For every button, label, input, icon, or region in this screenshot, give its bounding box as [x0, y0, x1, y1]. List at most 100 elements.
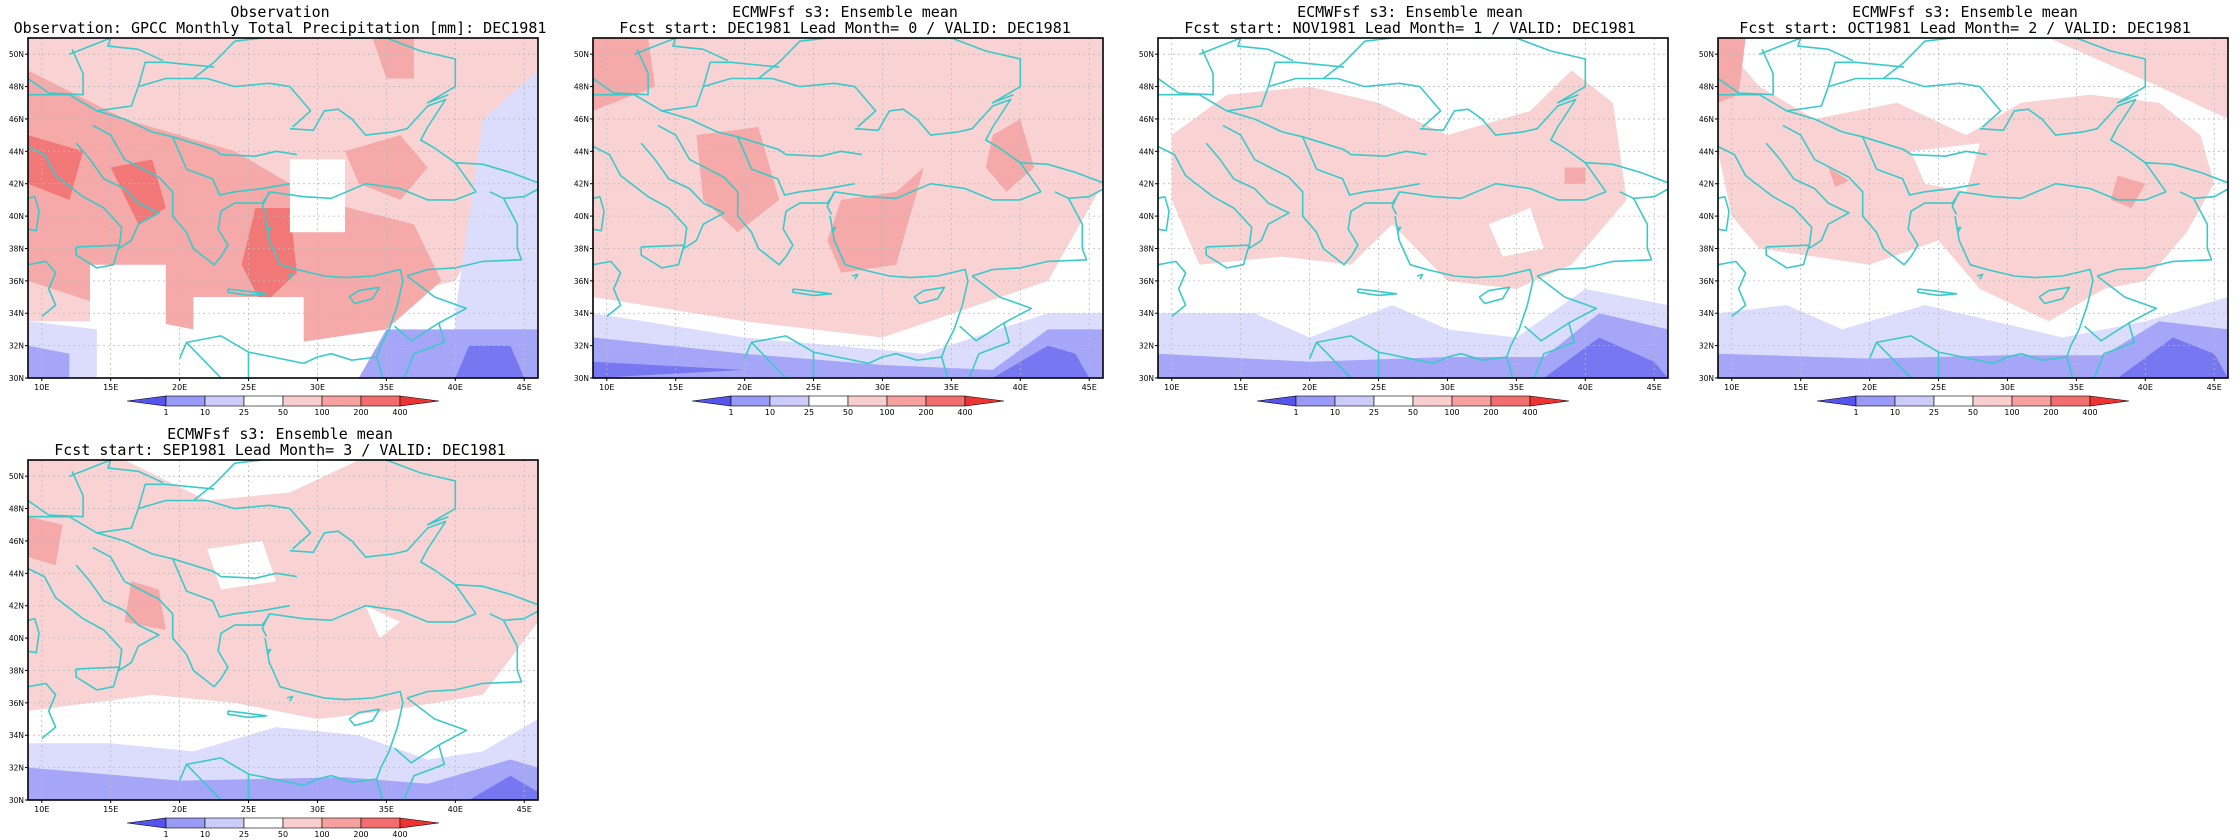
coastline [940, 356, 986, 378]
colorbar-label: 50 [278, 830, 288, 839]
y-tick-label: 36N [1139, 277, 1154, 286]
coastline [375, 778, 421, 800]
colorbar-segment [204, 817, 245, 829]
y-tick-label: 48N [9, 505, 24, 514]
y-tick-label: 32N [1699, 342, 1714, 351]
panel-lead-month-2: ECMWFsf s3: Ensemble mean Fcst start: OC… [1690, 0, 2240, 420]
coastline [1416, 273, 1424, 280]
panel-observation: Observation Observation: GPCC Monthly To… [0, 0, 560, 420]
x-tick-label: 25E [1371, 383, 1386, 392]
x-tick-label: 40E [2138, 383, 2153, 392]
colorbar-label: 400 [392, 408, 407, 417]
colorbar-label: 25 [239, 830, 249, 839]
coastline [406, 197, 523, 277]
coastline [227, 288, 268, 297]
map-frame [1717, 37, 2229, 379]
y-tick-label: 40N [1699, 212, 1714, 221]
coastline [403, 744, 446, 800]
coastline [2235, 135, 2240, 232]
colorbar-label: 50 [1408, 408, 1418, 417]
coastline [743, 280, 969, 365]
colorbar-label: 25 [1929, 408, 1939, 417]
coastline [1782, 124, 1960, 266]
y-tick-label: 42N [1139, 180, 1154, 189]
colorbar: 1 10 25 50 100 200 400 [1256, 395, 1570, 417]
coastline [406, 619, 523, 699]
coastline [178, 702, 404, 787]
y-tick-label: 34N [9, 731, 24, 740]
panel-title-line1: Observation [230, 3, 330, 21]
x-tick-label: 45E [517, 383, 532, 392]
coastline [1158, 142, 1290, 250]
colorbar-segment [399, 395, 440, 407]
y-tick-label: 44N [1139, 147, 1154, 156]
y-tick-label: 48N [9, 83, 24, 92]
coastline [2033, 38, 2147, 104]
precip-region-blue1 [1158, 289, 1668, 378]
coastline [545, 135, 560, 232]
coastline [1226, 110, 1427, 157]
colorbar-segment [1972, 395, 2013, 407]
coastline [28, 470, 84, 518]
precip-region-blue1 [455, 70, 538, 378]
coastline [1396, 226, 1402, 233]
x-tick-label: 20E [737, 383, 752, 392]
precip-region-white [289, 159, 345, 233]
x-tick-label: 10E [1164, 383, 1179, 392]
y-tick-label: 36N [9, 699, 24, 708]
coastline [92, 546, 270, 688]
coastline [269, 604, 477, 623]
coastline [171, 136, 291, 196]
coastline [1718, 48, 1774, 96]
coastline [593, 260, 622, 318]
y-tick-label: 30N [1139, 374, 1154, 383]
coastline [264, 215, 404, 282]
colorbar-label: 25 [1369, 408, 1379, 417]
coastline [289, 98, 477, 193]
colorbar-label: 10 [765, 408, 775, 417]
x-tick-label: 40E [448, 805, 463, 814]
y-tick-label: 44N [574, 147, 589, 156]
colorbar-segment [165, 395, 206, 407]
coastline [1882, 38, 1953, 80]
y-tick-label: 50N [1139, 50, 1154, 59]
coastline [593, 77, 877, 128]
colorbar-segment [1816, 395, 1857, 407]
colorbar-segment [126, 395, 167, 407]
coastline [286, 695, 294, 702]
coastline [403, 322, 446, 378]
precipitation-map: 10E 15E 20E 25E 30E 35E 40E 45E 30N 32N 34N 36N 38N 4… [9, 37, 560, 417]
coastline [1533, 322, 1576, 378]
colorbar-segment [1373, 395, 1414, 407]
precip-region-red1 [28, 460, 538, 719]
x-tick-label: 30E [875, 383, 890, 392]
precip-region-blue2 [593, 329, 1103, 378]
coastline [96, 110, 297, 157]
y-tick-label: 42N [574, 180, 589, 189]
panel-title-line2: Observation: GPCC Monthly Total Precipit… [13, 19, 547, 37]
coastline [185, 763, 222, 800]
colorbar-label: 100 [1444, 408, 1459, 417]
coastline [1954, 215, 2094, 282]
precip-region-red2 [28, 516, 63, 566]
x-tick-label: 45E [517, 805, 532, 814]
coastline [455, 583, 538, 622]
precip-region-red2 [696, 127, 780, 233]
coastline [2093, 322, 2136, 378]
coastline [1976, 273, 1984, 280]
coastline [1399, 182, 1607, 201]
colorbar-label: 400 [2082, 408, 2097, 417]
y-tick-label: 30N [1699, 374, 1714, 383]
y-tick-label: 48N [574, 83, 589, 92]
coastline [1536, 197, 1653, 277]
coastline [640, 244, 685, 269]
coastline [2084, 275, 2158, 342]
coastline [1301, 136, 1421, 196]
coastline [831, 226, 837, 233]
coastline [1524, 275, 1598, 342]
precip-region-blue3 [469, 775, 538, 800]
coastline [959, 275, 1033, 342]
precip-region-blue2 [28, 345, 70, 378]
precip-region-red1 [593, 38, 1103, 338]
precip-region-blue3 [1543, 337, 1668, 378]
